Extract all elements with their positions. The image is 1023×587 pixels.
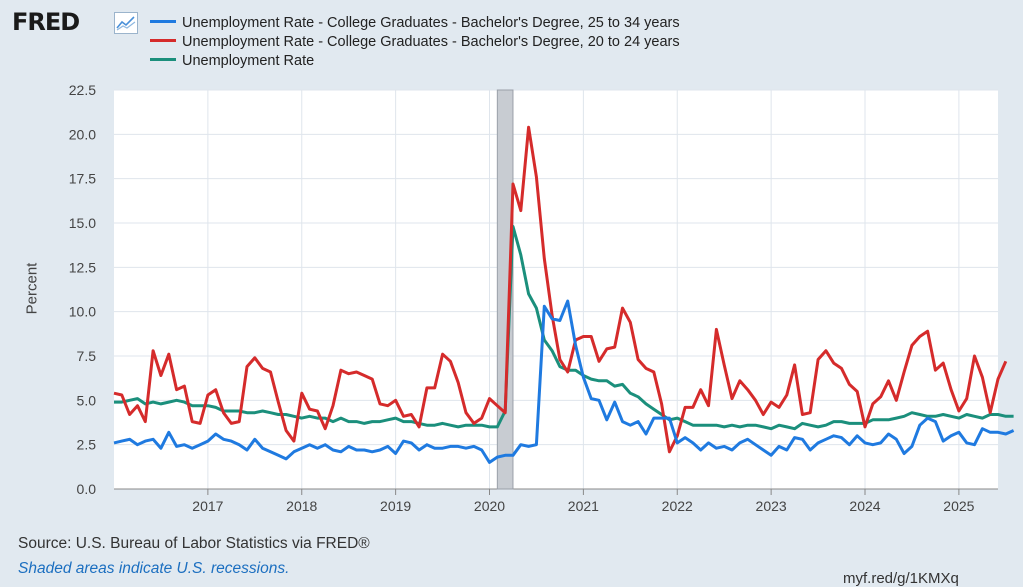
legend-item-unemployment-rate[interactable]: Unemployment Rate bbox=[150, 52, 314, 70]
x-tick-label: 2020 bbox=[474, 498, 505, 514]
x-tick-label: 2019 bbox=[380, 498, 411, 514]
legend-item-bachelors-20-24[interactable]: Unemployment Rate - College Graduates - … bbox=[150, 33, 680, 51]
x-tick-label: 2018 bbox=[286, 498, 317, 514]
y-tick-label: 22.5 bbox=[69, 82, 96, 98]
x-tick-label: 2024 bbox=[849, 498, 880, 514]
y-axis-label: Percent bbox=[23, 262, 41, 315]
y-tick-label: 10.0 bbox=[69, 304, 96, 320]
y-tick-label: 12.5 bbox=[69, 259, 96, 275]
x-tick-label: 2017 bbox=[192, 498, 223, 514]
x-tick-label: 2022 bbox=[662, 498, 693, 514]
legend-item-bachelors-25-34[interactable]: Unemployment Rate - College Graduates - … bbox=[150, 14, 680, 32]
legend-swatch-red bbox=[150, 38, 176, 42]
legend-label: Unemployment Rate bbox=[182, 53, 315, 69]
recession-band bbox=[496, 89, 514, 490]
series-lines[interactable] bbox=[113, 125, 1015, 464]
x-axis-ticks: 2017 2018 2019 2020 2021 2022 2023 2024 2025 bbox=[192, 498, 974, 514]
legend-label: Unemployment Rate - College Graduates - … bbox=[182, 34, 680, 50]
legend-swatch-blue bbox=[150, 19, 176, 23]
y-tick-label: 17.5 bbox=[69, 171, 96, 187]
y-tick-label: 2.5 bbox=[77, 437, 97, 453]
fred-logo[interactable]: FRED bbox=[12, 8, 80, 36]
chart-line-icon[interactable] bbox=[114, 12, 138, 34]
legend-swatch-green bbox=[150, 57, 176, 61]
x-tick-label: 2023 bbox=[756, 498, 787, 514]
y-tick-label: 5.0 bbox=[77, 392, 97, 408]
y-tick-label: 0.0 bbox=[77, 481, 97, 497]
recession-shading bbox=[496, 89, 514, 490]
y-tick-label: 15.0 bbox=[69, 215, 96, 231]
series-line[interactable] bbox=[113, 299, 1015, 464]
y-tick-label: 20.0 bbox=[69, 126, 96, 142]
recession-note: Shaded areas indicate U.S. recessions. bbox=[18, 560, 290, 577]
x-tick-label: 2025 bbox=[943, 498, 974, 514]
source-text: Source: U.S. Bureau of Labor Statistics … bbox=[18, 535, 370, 552]
series-line[interactable] bbox=[113, 125, 1008, 454]
y-axis-ticks: 0.0 2.5 5.0 7.5 10.0 12.5 15.0 17.5 20.0 22.5 bbox=[69, 82, 96, 497]
x-tick-label: 2021 bbox=[568, 498, 599, 514]
short-link[interactable]: myf.red/g/1KMXq bbox=[843, 570, 959, 587]
legend-label: Unemployment Rate - College Graduates - … bbox=[182, 15, 680, 31]
y-tick-label: 7.5 bbox=[77, 348, 97, 364]
